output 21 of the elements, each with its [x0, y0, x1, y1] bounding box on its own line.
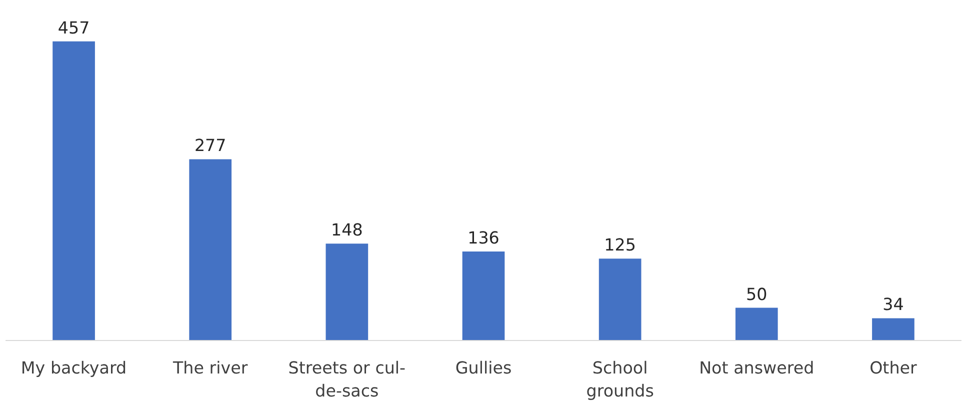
- x-tick-label: Gullies: [455, 358, 512, 378]
- data-label: 34: [882, 295, 904, 314]
- bar: [872, 318, 914, 340]
- data-label: 277: [194, 136, 226, 156]
- bar: [189, 159, 232, 340]
- bar: [735, 308, 778, 340]
- x-tick-label: Other: [870, 358, 918, 378]
- data-label: 136: [468, 228, 500, 248]
- x-tick-label: School grounds: [586, 358, 654, 400]
- bar: [326, 244, 368, 340]
- x-tick-label: Not answered: [699, 358, 814, 378]
- data-label: 457: [58, 18, 90, 38]
- bar: [462, 251, 505, 340]
- data-label: 50: [746, 284, 768, 304]
- x-tick-label: Streets or cul-de-sacs: [288, 358, 406, 400]
- x-tick-label: The river: [172, 358, 248, 378]
- bar: [52, 41, 95, 340]
- bar: [598, 258, 642, 340]
- x-tick-label: My backyard: [20, 358, 127, 378]
- data-label: 125: [604, 236, 636, 255]
- data-label: 148: [331, 220, 363, 240]
